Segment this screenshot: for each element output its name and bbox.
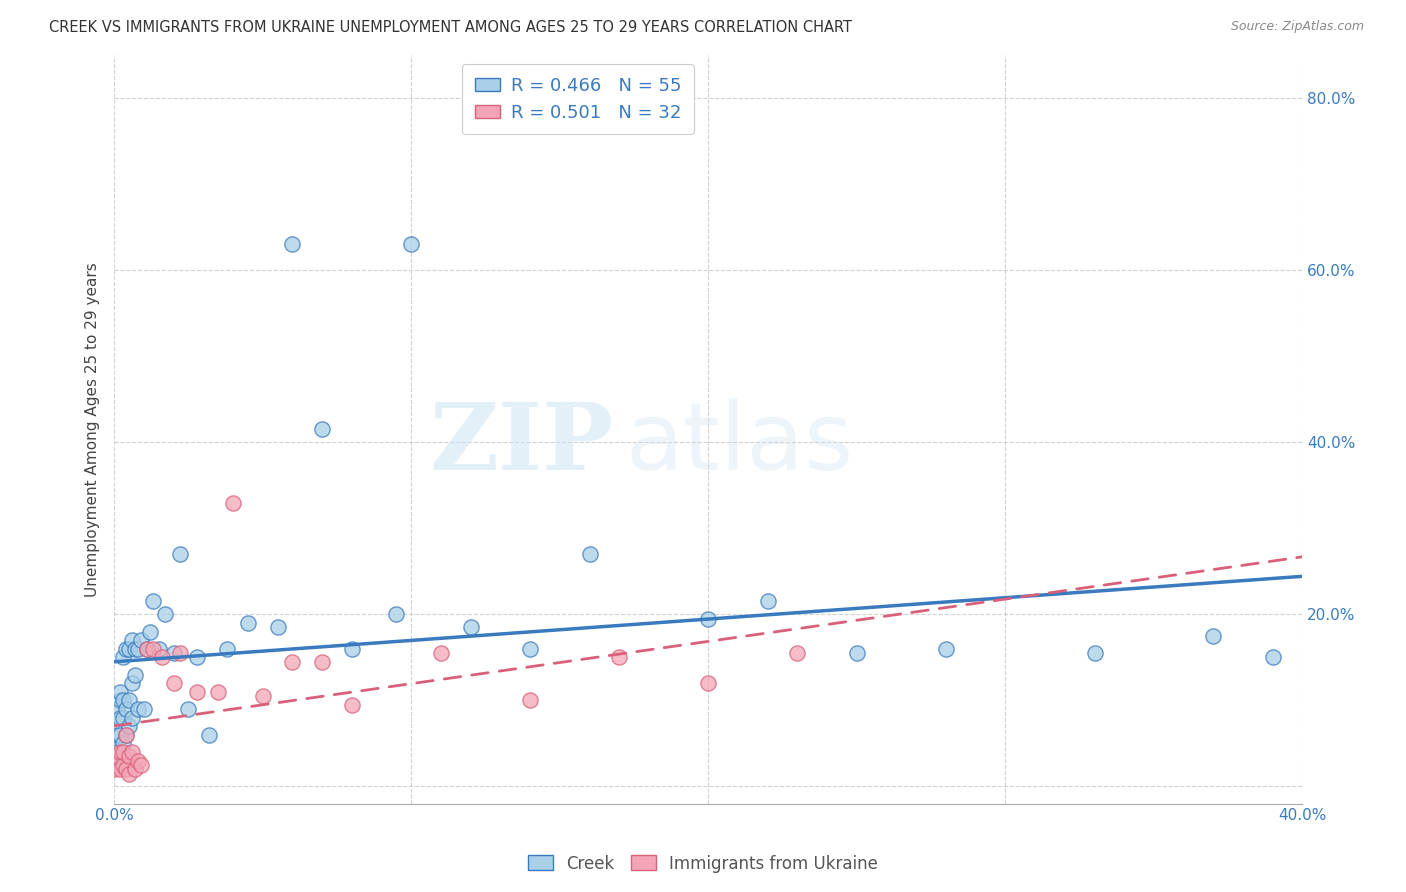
Point — [519, 641, 541, 656]
Point — [118, 766, 141, 780]
Point — [385, 607, 408, 622]
Point — [108, 685, 131, 699]
Point — [124, 667, 146, 681]
Point — [112, 710, 135, 724]
Point — [186, 650, 208, 665]
Point — [607, 650, 630, 665]
Point — [105, 749, 128, 764]
Point — [118, 749, 141, 764]
Point — [697, 676, 720, 690]
Legend: Creek, Immigrants from Ukraine: Creek, Immigrants from Ukraine — [522, 848, 884, 880]
Point — [142, 641, 165, 656]
Point — [105, 745, 128, 759]
Point — [153, 607, 176, 622]
Point — [135, 641, 157, 656]
Point — [115, 728, 138, 742]
Point — [207, 685, 229, 699]
Point — [108, 762, 131, 776]
Point — [108, 745, 131, 759]
Point — [118, 693, 141, 707]
Point — [460, 620, 482, 634]
Point — [162, 646, 184, 660]
Point — [845, 646, 868, 660]
Point — [135, 641, 157, 656]
Point — [142, 594, 165, 608]
Point — [121, 676, 143, 690]
Point — [697, 612, 720, 626]
Point — [105, 728, 128, 742]
Point — [1261, 650, 1284, 665]
Point — [108, 728, 131, 742]
Point — [115, 702, 138, 716]
Point — [217, 641, 239, 656]
Legend: R = 0.466   N = 55, R = 0.501   N = 32: R = 0.466 N = 55, R = 0.501 N = 32 — [463, 64, 693, 135]
Point — [112, 736, 135, 750]
Point — [118, 719, 141, 733]
Point — [121, 633, 143, 648]
Point — [103, 754, 125, 768]
Point — [124, 762, 146, 776]
Point — [266, 620, 288, 634]
Point — [1083, 646, 1105, 660]
Point — [112, 745, 135, 759]
Point — [786, 646, 808, 660]
Point — [311, 422, 333, 436]
Point — [177, 702, 200, 716]
Point — [935, 641, 957, 656]
Point — [222, 495, 245, 509]
Point — [108, 710, 131, 724]
Point — [150, 650, 173, 665]
Text: ZIP: ZIP — [429, 400, 613, 490]
Point — [112, 758, 135, 772]
Text: atlas: atlas — [626, 399, 853, 491]
Point — [340, 698, 363, 712]
Point — [148, 641, 170, 656]
Point — [236, 615, 259, 630]
Point — [127, 641, 149, 656]
Point — [129, 758, 152, 772]
Point — [105, 758, 128, 772]
Point — [124, 641, 146, 656]
Point — [401, 237, 423, 252]
Point — [112, 693, 135, 707]
Text: CREEK VS IMMIGRANTS FROM UKRAINE UNEMPLOYMENT AMONG AGES 25 TO 29 YEARS CORRELAT: CREEK VS IMMIGRANTS FROM UKRAINE UNEMPLO… — [49, 20, 852, 35]
Point — [115, 641, 138, 656]
Point — [105, 702, 128, 716]
Point — [162, 676, 184, 690]
Point — [1202, 629, 1225, 643]
Point — [127, 754, 149, 768]
Point — [169, 547, 191, 561]
Point — [112, 650, 135, 665]
Point — [127, 702, 149, 716]
Point — [519, 693, 541, 707]
Point — [115, 728, 138, 742]
Point — [139, 624, 162, 639]
Point — [311, 655, 333, 669]
Point — [103, 762, 125, 776]
Point — [121, 710, 143, 724]
Point — [132, 702, 155, 716]
Y-axis label: Unemployment Among Ages 25 to 29 years: Unemployment Among Ages 25 to 29 years — [86, 262, 100, 597]
Point — [121, 745, 143, 759]
Point — [340, 641, 363, 656]
Point — [198, 728, 221, 742]
Point — [756, 594, 779, 608]
Text: Source: ZipAtlas.com: Source: ZipAtlas.com — [1230, 20, 1364, 33]
Point — [430, 646, 453, 660]
Point — [281, 655, 304, 669]
Point — [252, 689, 274, 703]
Point — [118, 641, 141, 656]
Point — [108, 693, 131, 707]
Point — [186, 685, 208, 699]
Point — [115, 762, 138, 776]
Point — [578, 547, 600, 561]
Point — [129, 633, 152, 648]
Point — [169, 646, 191, 660]
Point — [281, 237, 304, 252]
